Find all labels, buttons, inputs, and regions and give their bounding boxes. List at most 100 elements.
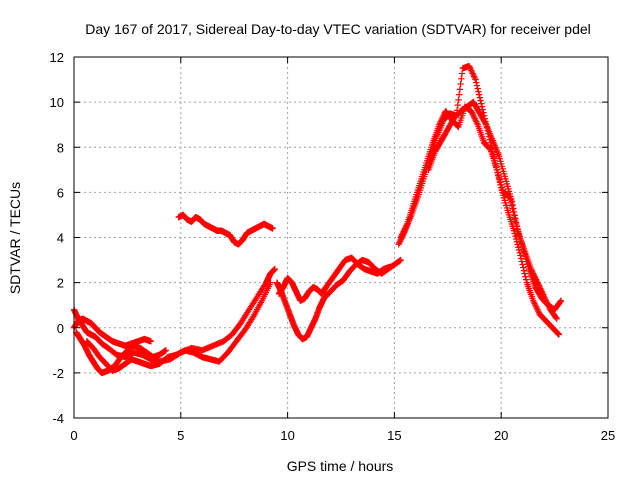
data-point (508, 198, 516, 205)
data-point (397, 256, 405, 264)
data-point (162, 347, 170, 354)
data-point (531, 300, 538, 307)
data-point (544, 301, 552, 309)
data-point (473, 119, 481, 127)
data-point (477, 97, 484, 104)
data-point (528, 267, 536, 274)
data-markers (70, 62, 565, 377)
data-point (544, 300, 551, 307)
data-point (520, 267, 528, 274)
data-point (540, 292, 548, 300)
data-point (402, 223, 409, 231)
data-point (531, 273, 538, 280)
data-point (509, 201, 516, 209)
data-point (457, 80, 464, 88)
series-track-e (175, 211, 276, 248)
data-point (396, 238, 404, 245)
data-point (468, 107, 475, 115)
data-point (555, 331, 563, 338)
data-point (470, 112, 477, 119)
data-point (482, 120, 489, 127)
data-point (515, 246, 523, 254)
data-point (516, 249, 523, 256)
data-point (537, 286, 545, 294)
data-point (454, 122, 461, 130)
y-tick-label: 6 (57, 185, 64, 200)
data-point (249, 314, 256, 322)
data-point (527, 265, 535, 273)
data-point (267, 279, 274, 286)
data-point (532, 274, 539, 282)
data-point (399, 229, 407, 237)
data-point (534, 279, 541, 286)
data-point (541, 294, 548, 301)
y-tick-label: -4 (52, 411, 64, 426)
data-point (535, 308, 542, 315)
data-point (532, 276, 540, 283)
y-tick-label: -2 (52, 366, 64, 381)
data-point (470, 71, 477, 79)
y-tick-label: 4 (57, 231, 64, 246)
data-point (512, 215, 519, 223)
data-point (471, 115, 479, 122)
data-point (537, 285, 544, 292)
data-point (400, 228, 407, 235)
data-point (543, 298, 550, 306)
data-point (439, 113, 447, 121)
data-point (386, 263, 394, 271)
data-point (553, 315, 560, 322)
data-point (475, 91, 483, 98)
data-point (535, 282, 543, 289)
data-point (473, 82, 481, 89)
data-point (469, 110, 476, 118)
data-point (476, 94, 484, 101)
data-point (530, 297, 537, 304)
data-point (468, 109, 476, 116)
data-point (458, 75, 465, 83)
data-point (545, 303, 553, 310)
y-tick-label: 2 (57, 276, 64, 291)
data-point (473, 79, 480, 86)
data-point (396, 239, 403, 246)
data-point (535, 280, 542, 288)
data-point (466, 64, 474, 71)
data-point (454, 101, 461, 109)
data-point (469, 70, 476, 77)
x-tick-label: 20 (494, 428, 508, 443)
data-point (554, 330, 562, 337)
data-point (147, 338, 155, 345)
data-point (530, 271, 538, 279)
data-point (455, 91, 463, 98)
data-point (478, 100, 485, 107)
data-point (475, 88, 482, 95)
data-point (465, 62, 473, 70)
data-point (468, 67, 475, 74)
data-point (271, 265, 278, 273)
data-point (534, 306, 541, 313)
series-track-f (273, 256, 405, 343)
chart-title: Day 167 of 2017, Sidereal Day-to-day VTE… (85, 21, 591, 37)
series-track-d (72, 329, 170, 377)
data-point (557, 298, 564, 305)
data-point (467, 65, 474, 73)
x-tick-label: 5 (177, 428, 184, 443)
data-point (542, 297, 550, 304)
data-point (554, 329, 561, 337)
data-point (521, 270, 528, 277)
data-point (436, 119, 444, 127)
data-point (438, 115, 446, 122)
y-tick-label: 8 (57, 140, 64, 155)
data-point (542, 295, 549, 303)
data-point (557, 297, 565, 304)
data-point (401, 225, 409, 232)
data-point (485, 144, 493, 152)
data-point (472, 76, 479, 83)
data-point (533, 277, 540, 285)
data-point (397, 234, 405, 241)
data-point (532, 301, 539, 309)
data-point (438, 116, 445, 124)
x-tick-label: 0 (70, 428, 77, 443)
data-point (455, 96, 462, 104)
y-tick-label: 10 (50, 95, 64, 110)
